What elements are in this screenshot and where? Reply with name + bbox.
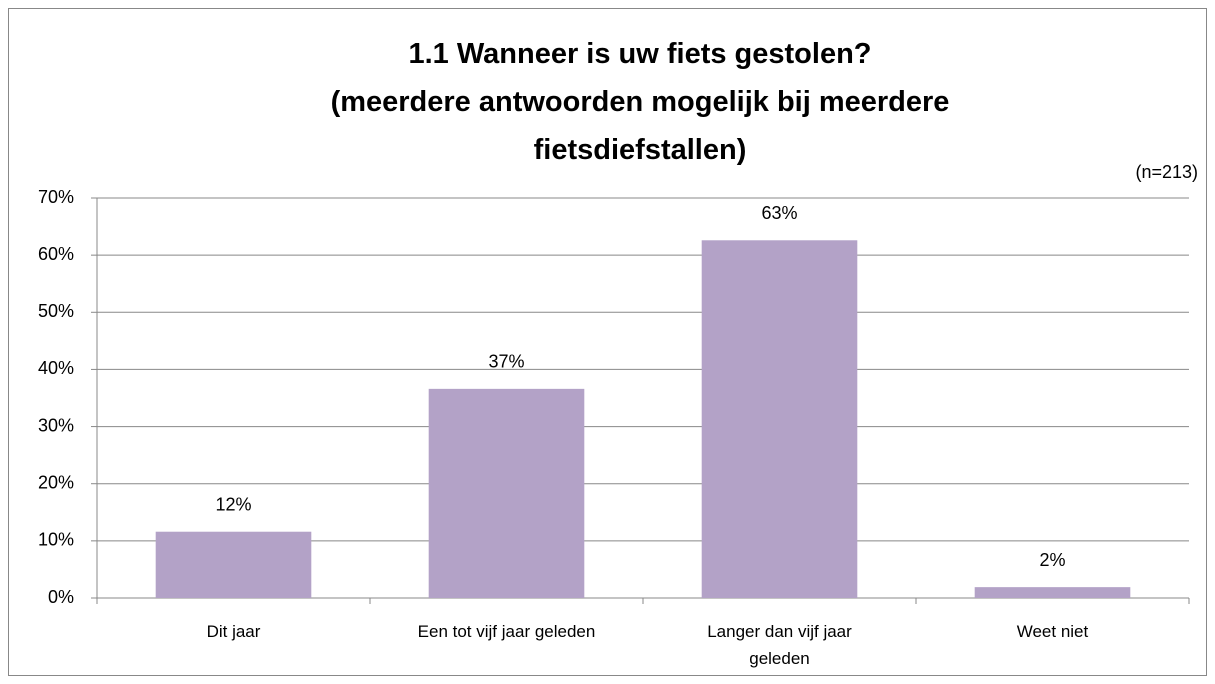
- bar: [428, 388, 585, 598]
- y-tick-label: 50%: [38, 301, 74, 321]
- chart-title: 1.1 Wanneer is uw fiets gestolen? (meerd…: [330, 38, 950, 166]
- x-tick-label: Langer dan vijf jaar geleden: [707, 622, 852, 668]
- bar: [701, 240, 858, 599]
- data-label: 37%: [488, 352, 524, 372]
- data-label: 63%: [761, 203, 797, 223]
- data-label: 2%: [1039, 550, 1065, 570]
- x-tick-label: Dit jaar: [206, 622, 261, 641]
- bar: [974, 587, 1131, 598]
- data-label: 12%: [215, 494, 251, 514]
- y-tick-label: 60%: [38, 244, 74, 264]
- y-tick-label: 0%: [48, 587, 74, 607]
- y-tick-label: 10%: [38, 530, 74, 550]
- y-tick-label: 70%: [38, 187, 74, 207]
- x-tick-label: Een tot vijf jaar geleden: [417, 622, 596, 641]
- x-tick-label: Weet niet: [1016, 622, 1089, 641]
- bar: [155, 531, 312, 598]
- y-tick-label: 20%: [38, 472, 74, 492]
- y-tick-label: 30%: [38, 415, 74, 435]
- annotation: (n=213): [1135, 162, 1198, 182]
- y-tick-label: 40%: [38, 358, 74, 378]
